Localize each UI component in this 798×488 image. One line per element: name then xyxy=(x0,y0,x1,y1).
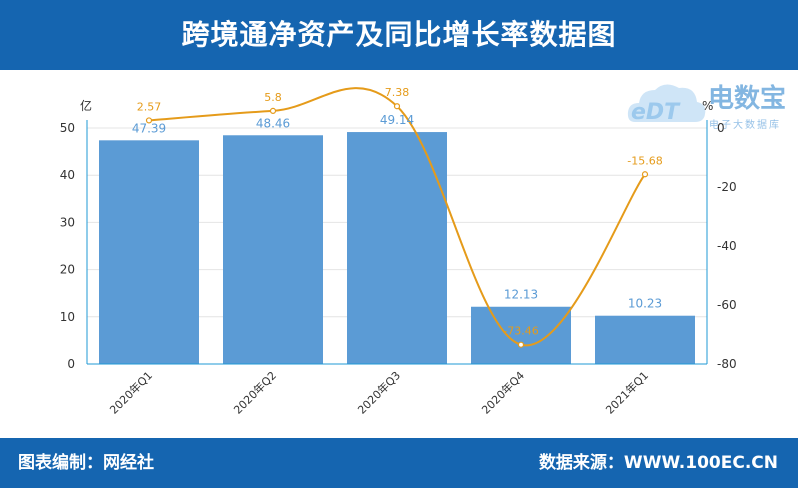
bar-series xyxy=(99,132,695,364)
footer-band: 图表编制：网经社 数据来源：WWW.100EC.CN xyxy=(0,438,798,488)
data-labels: 47.39 48.46 49.14 12.13 10.23 2.57 5.8 7.38 -73.… xyxy=(132,86,663,337)
x-tick-label: 2020年Q3 xyxy=(355,368,404,417)
y-right-unit: % xyxy=(702,99,713,113)
y-right-tick-label: 0 xyxy=(717,121,725,135)
growth-line xyxy=(148,87,646,347)
bar-value-label: 49.14 xyxy=(380,113,414,127)
line-point xyxy=(517,341,525,348)
line-value-label: 5.8 xyxy=(264,91,282,104)
line-value-label: 2.57 xyxy=(137,100,162,113)
y-left-tick-label: 30 xyxy=(60,215,75,229)
bar-value-label: 12.13 xyxy=(504,288,538,302)
x-tick-label: 2020年Q4 xyxy=(479,368,528,417)
bar-value-label: 48.46 xyxy=(256,116,290,130)
cloud-logo-icon xyxy=(627,84,706,122)
bar xyxy=(223,135,323,364)
y-left-tick-label: 50 xyxy=(60,121,75,135)
title-band xyxy=(0,0,798,70)
logo-edt-text: eDT xyxy=(631,100,680,125)
y-left-tick-label: 40 xyxy=(60,168,75,182)
bar-value-label: 10.23 xyxy=(628,297,662,311)
y-right-tick-label: -60 xyxy=(717,298,737,312)
footer-credit: 图表编制：网经社 xyxy=(18,453,154,473)
y-left-unit: 亿 xyxy=(80,98,92,113)
line-series xyxy=(145,87,649,348)
bar xyxy=(99,140,199,364)
bar xyxy=(347,132,447,364)
bar xyxy=(471,306,571,364)
y-left-tick-label: 20 xyxy=(60,263,75,277)
watermark-logo: eDT 电数宝 电子大数据库 xyxy=(625,72,797,134)
y-right-tick-label: -40 xyxy=(717,239,737,253)
line-value-label: -15.68 xyxy=(627,154,662,167)
line-point xyxy=(393,103,401,110)
x-tick-label: 2020年Q1 xyxy=(107,368,156,417)
logo-main-text: 电数宝 xyxy=(708,84,787,114)
logo-sub-text: 电子大数据库 xyxy=(709,120,781,131)
footer-source: 数据来源：WWW.100EC.CN xyxy=(538,453,778,473)
y-right-tick-label: -80 xyxy=(717,357,737,371)
bar-value-label: 47.39 xyxy=(132,121,166,135)
line-point xyxy=(641,171,649,178)
bar xyxy=(595,315,695,364)
line-value-label: 7.38 xyxy=(385,86,410,99)
x-tick-label: 2021年Q1 xyxy=(603,368,652,417)
x-tick-label: 2020年Q2 xyxy=(231,368,280,417)
y-left-tick-label: 10 xyxy=(60,310,75,324)
y-left-tick-label: 0 xyxy=(67,357,75,371)
y-right-tick-label: -20 xyxy=(717,180,737,194)
line-value-label: -73.46 xyxy=(503,325,538,338)
line-point xyxy=(269,107,277,114)
chart-title: 跨境通净资产及同比增长率数据图 xyxy=(181,18,617,51)
line-point xyxy=(145,117,153,124)
